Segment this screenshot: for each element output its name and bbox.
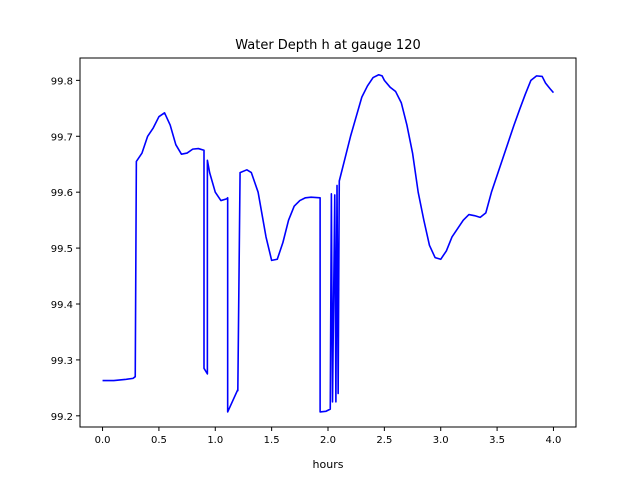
x-tick-label: 2.5	[376, 435, 392, 446]
y-tick-label: 99.3	[51, 356, 73, 367]
x-tick-label: 0.0	[95, 435, 111, 446]
x-tick-label: 4.0	[546, 435, 562, 446]
plot-area	[102, 73, 555, 413]
x-tick-label: 3.5	[489, 435, 505, 446]
x-axis-title: hours	[313, 458, 344, 471]
y-tick-label: 99.2	[51, 412, 73, 423]
y-axis: 99.2 99.3 99.4 99.5 99.6 99.7 99.8	[51, 76, 80, 423]
x-axis: 0.0 0.5 1.0 1.5 2.0 2.5 3.0 3.5 4.0	[95, 427, 562, 446]
x-tick-label: 1.0	[207, 435, 223, 446]
x-tick-label: 0.5	[151, 435, 167, 446]
chart-title: Water Depth h at gauge 120	[235, 38, 421, 53]
y-tick-label: 99.7	[51, 132, 73, 143]
y-tick-label: 99.6	[51, 188, 73, 199]
y-tick-label: 99.4	[51, 300, 73, 311]
plot-frame	[79, 57, 577, 428]
x-tick-label: 2.0	[320, 435, 336, 446]
series-line-0	[102, 73, 555, 413]
y-tick-label: 99.5	[51, 244, 73, 255]
y-tick-label: 99.8	[51, 76, 73, 87]
x-tick-label: 3.0	[433, 435, 449, 446]
x-tick-label: 1.5	[264, 435, 280, 446]
